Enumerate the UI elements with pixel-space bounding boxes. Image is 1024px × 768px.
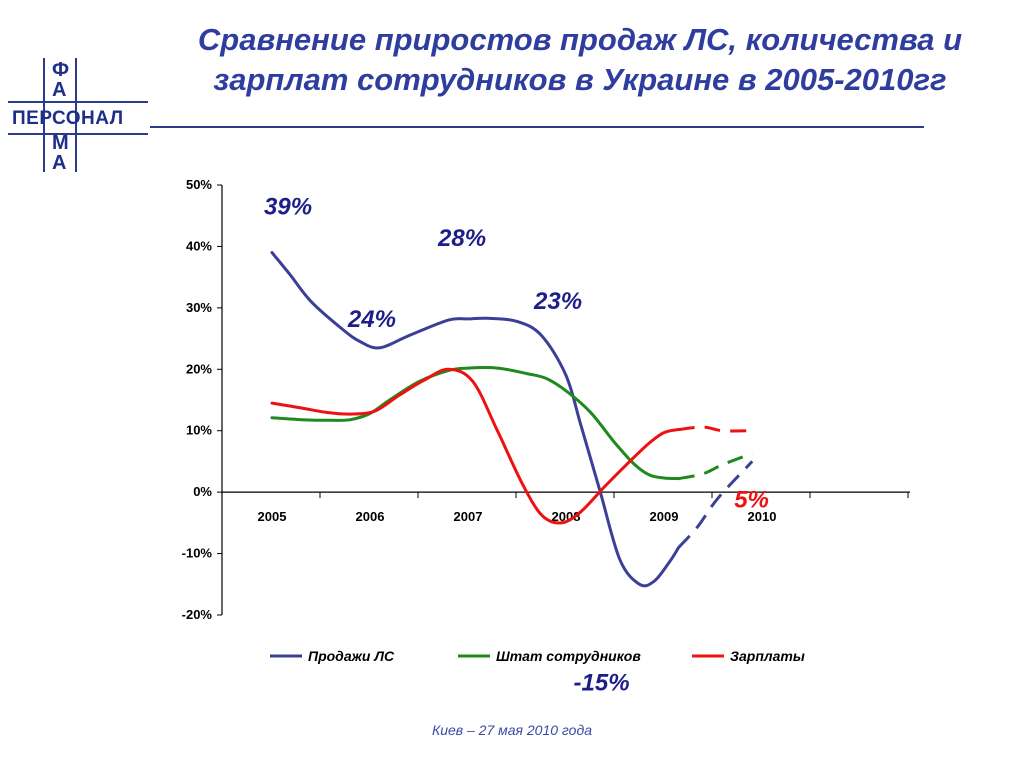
logo-word: ПЕРСОНАЛ bbox=[12, 108, 124, 129]
title-divider bbox=[150, 126, 924, 128]
y-tick-label: 0% bbox=[193, 484, 212, 499]
legend-label: Штат сотрудников bbox=[496, 648, 641, 664]
chart-legend: Продажи ЛС Штат сотрудников Зарплаты bbox=[270, 648, 805, 664]
y-tick-label: 40% bbox=[186, 238, 212, 253]
x-tick-label: 2008 bbox=[552, 509, 581, 524]
series-line bbox=[270, 366, 681, 481]
logo-letter: А bbox=[52, 79, 67, 101]
logo-cross-vertical bbox=[43, 58, 77, 172]
chart-axes: -20% -10% 0% 10% 20% 30% 40% 50% 2005 2006 2007 200… bbox=[182, 177, 910, 622]
footer-date: Киев – 27 мая 2010 года bbox=[431, 722, 592, 738]
logo-letter: Ф bbox=[52, 59, 70, 81]
data-label: 5% bbox=[734, 486, 769, 513]
x-tick-label: 2006 bbox=[356, 509, 385, 524]
y-tick-label: -20% bbox=[182, 607, 213, 622]
data-label: 24% bbox=[347, 306, 396, 333]
slide-title: Сравнение приростов продаж ЛС, количеств… bbox=[150, 20, 1010, 100]
y-tick-label: 50% bbox=[186, 177, 212, 192]
x-tick-label: 2007 bbox=[454, 509, 483, 524]
logo-cross-horizontal bbox=[8, 101, 148, 135]
series-forecast-line bbox=[678, 452, 753, 481]
company-logo: Ф А ПЕРСОНАЛ М А bbox=[8, 58, 148, 173]
data-label: 39% bbox=[264, 194, 312, 221]
line-chart: -20% -10% 0% 10% 20% 30% 40% 50% 2005 2006 2007 200… bbox=[182, 177, 910, 697]
x-tick-label: 2010 bbox=[748, 509, 777, 524]
series-line bbox=[270, 367, 681, 525]
title-line-1: Сравнение приростов продаж ЛС, количеств… bbox=[197, 22, 963, 57]
y-tick-label: 10% bbox=[186, 423, 212, 438]
y-tick-label: 20% bbox=[186, 361, 212, 376]
legend-label: Продажи ЛС bbox=[308, 648, 395, 664]
data-label: 23% bbox=[533, 288, 582, 315]
chart-series bbox=[270, 251, 754, 588]
series-line bbox=[270, 251, 681, 588]
y-tick-label: 30% bbox=[186, 300, 212, 315]
x-tick-label: 2009 bbox=[650, 509, 679, 524]
legend-label: Зарплаты bbox=[730, 648, 805, 664]
series-forecast-line bbox=[678, 425, 753, 433]
data-label: -15% bbox=[574, 669, 630, 696]
chart-annotations: 39% 24% 28% 23% -15% 5% bbox=[264, 194, 769, 697]
data-label: 28% bbox=[437, 225, 486, 252]
logo-letter: А bbox=[52, 152, 67, 174]
logo-letter: М bbox=[52, 132, 69, 154]
x-tick-label: 2005 bbox=[258, 509, 287, 524]
title-line-2: зарплат сотрудников в Украине в 2005-201… bbox=[213, 62, 947, 97]
y-tick-label: -10% bbox=[182, 546, 213, 561]
series-forecast-line bbox=[677, 460, 754, 549]
